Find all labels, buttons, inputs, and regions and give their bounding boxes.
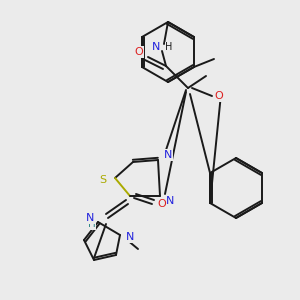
Text: N: N bbox=[86, 213, 94, 223]
Text: S: S bbox=[99, 175, 106, 185]
Text: H: H bbox=[88, 219, 96, 229]
Text: H: H bbox=[165, 42, 173, 52]
Text: O: O bbox=[214, 91, 224, 101]
Text: N: N bbox=[166, 196, 174, 206]
Text: N: N bbox=[126, 232, 134, 242]
Text: O: O bbox=[158, 199, 166, 209]
Text: O: O bbox=[135, 47, 143, 57]
Text: N: N bbox=[152, 42, 160, 52]
Text: N: N bbox=[164, 150, 172, 160]
